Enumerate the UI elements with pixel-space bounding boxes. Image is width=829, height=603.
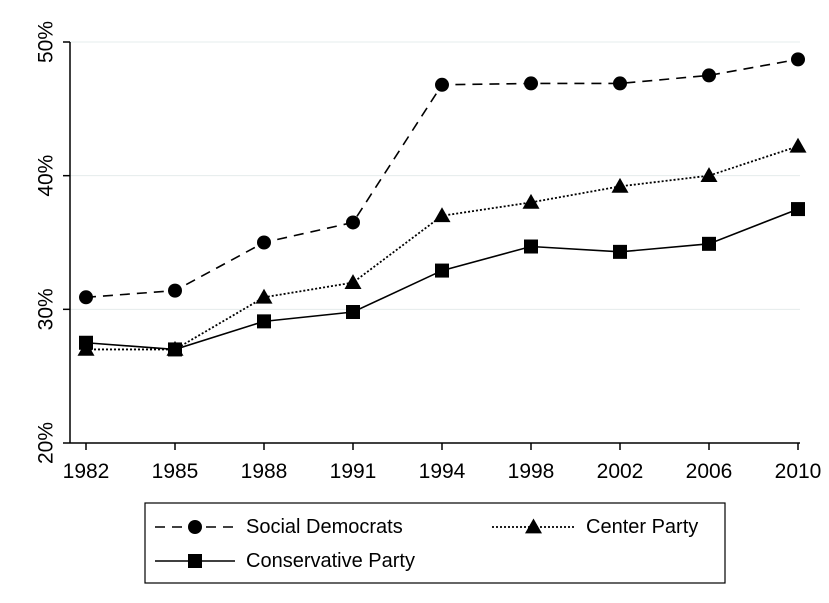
data-point	[168, 342, 182, 357]
y-tick-label: 40%	[35, 155, 58, 197]
x-tick-label: 1985	[152, 460, 199, 483]
y-tick-label: 20%	[35, 422, 58, 464]
data-point	[346, 305, 360, 320]
data-point	[257, 235, 271, 250]
data-point	[79, 335, 93, 350]
y-tick-label: 50%	[35, 21, 58, 63]
legend: Social Democrats Center Party Conservative…	[144, 502, 726, 584]
legend-label: Social Democrats	[246, 516, 403, 538]
data-point	[344, 274, 362, 289]
data-point	[613, 244, 627, 259]
data-point	[255, 288, 273, 304]
legend-marker	[188, 554, 202, 568]
x-tick-label: 1982	[63, 460, 110, 483]
data-point	[522, 193, 540, 209]
data-point	[524, 239, 538, 254]
legend-marker	[188, 520, 202, 534]
data-point	[791, 202, 805, 217]
data-point	[346, 215, 360, 230]
axes	[69, 42, 800, 444]
data-point	[79, 290, 93, 305]
data-point	[789, 137, 807, 153]
y-tick-label: 30%	[35, 288, 58, 330]
x-axis-ticks: 1982 1985 1988 1991 1994 1998 2002 2006 2010	[63, 443, 822, 483]
data-point	[257, 314, 271, 329]
x-tick-label: 1988	[241, 460, 288, 483]
series-markers	[77, 52, 807, 357]
x-tick-label: 2010	[775, 460, 822, 483]
data-point	[168, 283, 182, 298]
data-point	[433, 207, 451, 223]
x-tick-label: 1998	[508, 460, 555, 483]
legend-marker	[525, 518, 542, 534]
data-point	[435, 263, 449, 278]
y-axis-ticks: 20% 30% 40% 50%	[35, 21, 70, 464]
gridlines	[70, 41, 800, 310]
data-point	[702, 236, 716, 251]
data-point	[702, 68, 716, 83]
data-point	[435, 77, 449, 92]
x-tick-label: 1991	[330, 460, 377, 483]
x-tick-label: 1994	[419, 460, 466, 483]
data-point	[524, 76, 538, 91]
legend-box	[144, 502, 726, 584]
legend-label: Center Party	[586, 516, 698, 538]
legend-label: Conservative Party	[246, 550, 415, 572]
data-point	[791, 52, 805, 67]
data-point	[613, 76, 627, 91]
data-point	[611, 177, 629, 193]
data-point	[700, 167, 718, 183]
x-tick-label: 2002	[597, 460, 644, 483]
x-tick-label: 2006	[686, 460, 733, 483]
